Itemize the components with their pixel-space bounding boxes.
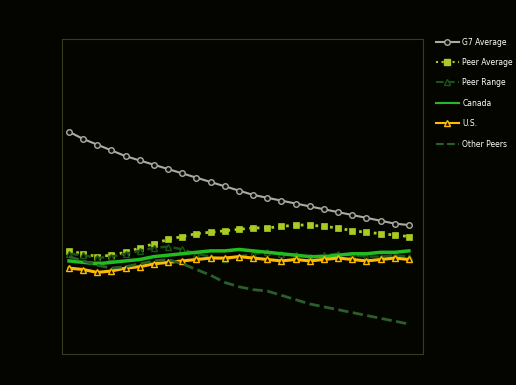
Legend: G7 Average, Peer Average, Peer Range, Canada, U.S., Other Peers: G7 Average, Peer Average, Peer Range, Ca… bbox=[434, 36, 514, 151]
